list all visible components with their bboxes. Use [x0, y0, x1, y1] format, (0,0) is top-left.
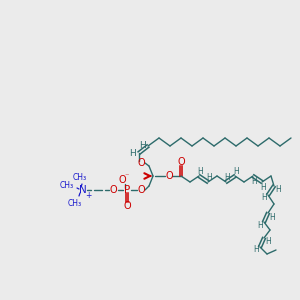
Text: H: H: [269, 212, 275, 221]
Text: O: O: [137, 185, 145, 195]
Text: H: H: [261, 194, 267, 202]
Text: ⁻: ⁻: [125, 172, 129, 181]
Text: H: H: [251, 176, 257, 185]
Text: H: H: [257, 220, 263, 230]
Text: H: H: [197, 167, 203, 176]
Text: H: H: [233, 167, 239, 176]
Text: CH₃: CH₃: [68, 199, 82, 208]
Text: H: H: [139, 140, 145, 149]
Text: CH₃: CH₃: [60, 182, 74, 190]
Text: +: +: [85, 191, 91, 200]
Text: O: O: [109, 185, 117, 195]
Text: O: O: [137, 158, 145, 168]
Text: H: H: [260, 182, 266, 191]
Text: O: O: [165, 171, 173, 181]
Text: H: H: [265, 238, 271, 247]
Text: O: O: [177, 157, 185, 167]
Text: O: O: [118, 175, 126, 185]
Text: H: H: [253, 245, 259, 254]
Text: H: H: [129, 149, 135, 158]
Text: H: H: [224, 172, 230, 182]
Text: N: N: [79, 185, 87, 195]
Text: CH₃: CH₃: [73, 173, 87, 182]
Text: H: H: [275, 185, 281, 194]
Text: H: H: [206, 172, 212, 182]
Text: P: P: [124, 185, 130, 195]
Text: O: O: [123, 201, 131, 211]
